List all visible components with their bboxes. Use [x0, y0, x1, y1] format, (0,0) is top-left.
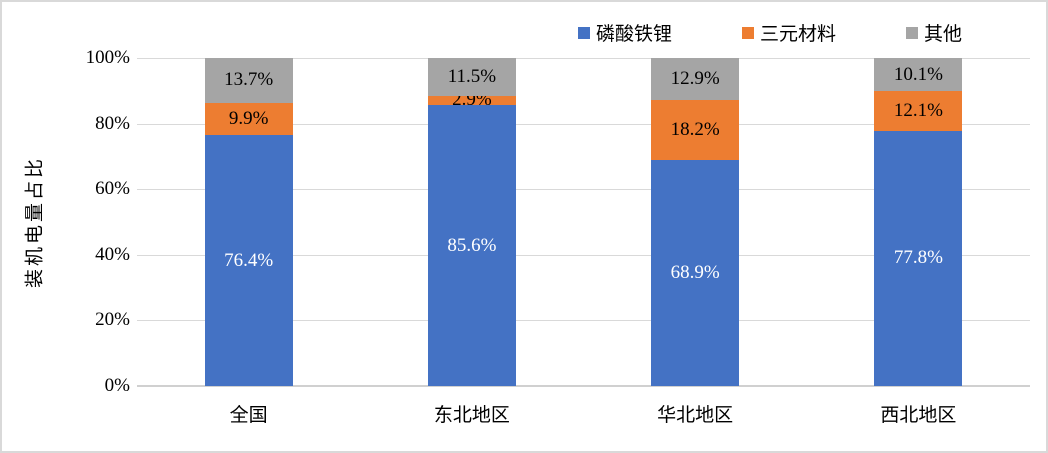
bar-segment-其他-西北地区 [874, 58, 963, 92]
y-tick-label: 40% [95, 243, 130, 265]
bar-segment-磷酸铁锂-东北地区 [427, 105, 516, 386]
legend-label: 磷酸铁锂 [596, 24, 673, 45]
gridline-40% [137, 254, 1030, 256]
bar-segment-其他-东北地区 [427, 58, 516, 96]
legend-label: 其他 [924, 24, 963, 45]
gridline-20% [137, 320, 1030, 322]
bar-segment-磷酸铁锂-西北地区 [874, 130, 963, 386]
data-label: 10.1% [893, 63, 943, 85]
y-tick-label: 60% [95, 178, 130, 200]
gridline-80% [137, 123, 1030, 125]
data-label: 11.5% [447, 65, 497, 87]
legend-swatch-icon [578, 26, 590, 39]
bar-segment-三元材料-全国 [204, 102, 293, 136]
legend-item-磷酸铁锂: 磷酸铁锂 [578, 19, 672, 46]
legend-swatch-icon [906, 26, 919, 39]
plot-area: 76.4% 9.9% 13.7% 85.6% 2.9% 11.5% 68.9% 18.2% 12… [137, 58, 1030, 387]
bar-segment-其他-全国 [204, 58, 293, 103]
y-tick-label: 20% [95, 309, 130, 331]
gridline-100% [137, 58, 1030, 59]
legend-item-其他: 其他 [906, 19, 962, 46]
gridline-0% [137, 385, 1030, 387]
data-label: 68.9% [670, 262, 720, 283]
bar-segment-其他-华北地区 [651, 58, 740, 101]
bar-segment-三元材料-东北地区 [427, 95, 516, 106]
data-label: 12.9% [670, 68, 720, 90]
chart-legend: 磷酸铁锂 三元材料 其他 [578, 19, 962, 46]
bar-segment-磷酸铁锂-全国 [204, 135, 293, 386]
y-tick-label: 0% [104, 375, 130, 396]
x-category-label: 华北地区 [657, 405, 734, 426]
data-label: 13.7% [224, 69, 274, 91]
legend-item-三元材料: 三元材料 [742, 19, 836, 46]
y-tick-label: 100% [85, 47, 130, 68]
gridline-60% [137, 189, 1030, 191]
x-category-label: 东北地区 [433, 405, 510, 426]
legend-label: 三元材料 [760, 24, 837, 45]
y-tick-label: 80% [95, 112, 130, 134]
x-category-label: 全国 [229, 405, 268, 426]
y-axis-title: 装机电量占比 [24, 155, 46, 289]
bar-segment-三元材料-西北地区 [874, 91, 963, 131]
data-label: 85.6% [447, 234, 497, 256]
data-label: 18.2% [670, 119, 720, 141]
data-label: 77.8% [893, 247, 943, 269]
bar-segment-三元材料-华北地区 [651, 100, 740, 160]
legend-swatch-icon [742, 26, 755, 39]
data-label: 12.1% [893, 99, 943, 121]
bar-segment-磷酸铁锂-华北地区 [651, 160, 740, 386]
data-label: 76.4% [224, 249, 274, 271]
data-label: 9.9% [228, 108, 269, 130]
x-category-label: 西北地区 [880, 405, 957, 426]
